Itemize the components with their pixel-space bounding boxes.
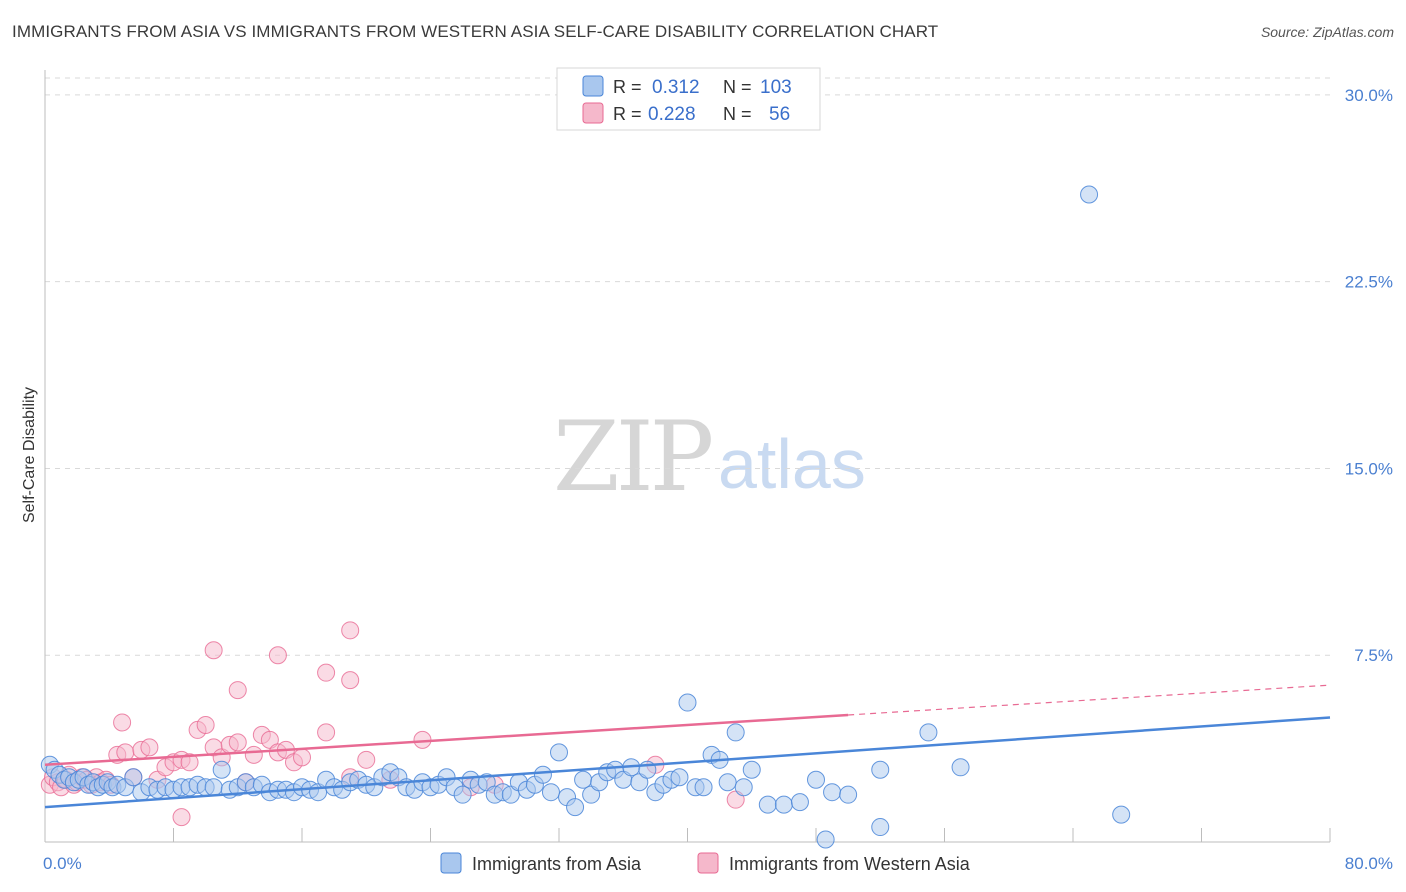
asia-point <box>816 830 835 849</box>
stats-legend-blue-r-value: 0.312 <box>652 77 700 98</box>
western-asia-point <box>228 733 247 752</box>
asia-point <box>533 765 552 784</box>
asia-point <box>550 743 568 762</box>
watermark-atlas: atlas <box>718 425 866 503</box>
asia-point <box>839 785 858 804</box>
source-label: Source: ZipAtlas.com <box>1260 24 1394 40</box>
stats-legend-pink-n-value: 56 <box>769 104 790 125</box>
legend-asia-label: Immigrants from Asia <box>472 854 642 874</box>
chart-title: IMMIGRANTS FROM ASIA VS IMMIGRANTS FROM … <box>12 22 939 41</box>
western-asia-point <box>140 738 159 757</box>
asia-point <box>774 795 793 814</box>
y-axis-label: Self-Care Disability <box>21 387 38 523</box>
asia-point <box>726 723 745 742</box>
x-tick-label: 0.0% <box>43 854 82 873</box>
asia-point <box>718 773 737 792</box>
asia-point <box>453 785 472 804</box>
asia-point <box>541 783 560 802</box>
legend-western-asia-label: Immigrants from Western Asia <box>729 854 971 874</box>
western-asia-point <box>172 808 191 827</box>
asia-point <box>694 778 713 797</box>
x-tick-label: 80.0% <box>1345 854 1393 873</box>
western-asia-point <box>244 745 263 764</box>
asia-point <box>124 768 143 787</box>
asia-point <box>574 770 593 789</box>
stats-legend-pink-n-label: N = <box>723 104 752 124</box>
axes <box>44 70 1331 843</box>
y-tick-label: 30.0% <box>1345 86 1393 105</box>
gridlines <box>45 77 1330 656</box>
western-asia-point <box>293 748 311 767</box>
western-asia-point <box>317 723 336 742</box>
trend-lines <box>44 684 1331 809</box>
western-asia-point <box>268 646 287 665</box>
tick-labels: 7.5% 15.0% 22.5% 30.0% 0.0% 80.0% <box>43 86 1393 873</box>
stats-legend-pink-swatch <box>582 102 604 124</box>
western-asia-point <box>204 641 223 660</box>
legend-asia-swatch <box>440 852 462 874</box>
asia-point <box>678 693 697 712</box>
y-tick-label: 7.5% <box>1354 646 1393 665</box>
stats-legend-blue-n-label: N = <box>723 77 752 97</box>
asia-point <box>1112 805 1131 824</box>
asia-point <box>566 798 585 817</box>
asia-point <box>670 768 689 787</box>
western-asia-point <box>196 715 215 734</box>
stats-legend-blue-swatch <box>582 75 604 97</box>
asia-point <box>871 818 890 837</box>
stats-legend-blue-n-value: 103 <box>760 77 792 98</box>
asia-point <box>734 778 753 797</box>
asia-point <box>807 770 825 789</box>
bottom-legend: Immigrants from Asia Immigrants from Wes… <box>440 852 971 874</box>
western-asia-point <box>341 671 360 690</box>
asia-point <box>919 723 938 742</box>
y-tick-label: 22.5% <box>1345 273 1393 292</box>
western-asia-point <box>228 681 247 700</box>
western-asia-point <box>317 663 336 682</box>
series-asia-points <box>40 185 1131 849</box>
stats-legend: R = 0.312 N = 103 R = 0.228 N = 56 <box>556 67 821 131</box>
western-asia-point <box>341 621 360 640</box>
stats-legend-blue-r-label: R = <box>613 77 642 97</box>
asia-point <box>742 760 761 779</box>
stats-legend-pink-r-value: 0.228 <box>648 104 696 125</box>
western-asia-point <box>180 753 199 772</box>
y-tick-label: 15.0% <box>1345 459 1393 478</box>
asia-point <box>204 778 223 797</box>
asia-point <box>790 793 809 812</box>
asia-point <box>212 760 231 779</box>
stats-legend-pink-r-label: R = <box>613 104 642 124</box>
legend-western-asia-swatch <box>697 852 719 874</box>
asia-point <box>758 795 777 814</box>
western-asia-trend-line <box>44 713 849 767</box>
western-asia-trend-extension <box>848 684 1331 716</box>
western-asia-point <box>357 750 376 769</box>
western-asia-point <box>113 713 132 732</box>
asia-point <box>871 760 890 779</box>
asia-point <box>951 758 970 777</box>
asia-trend-line <box>44 716 1331 809</box>
asia-point <box>1080 185 1099 204</box>
asia-point <box>823 783 842 802</box>
watermark-zip: ZIP <box>553 401 712 513</box>
